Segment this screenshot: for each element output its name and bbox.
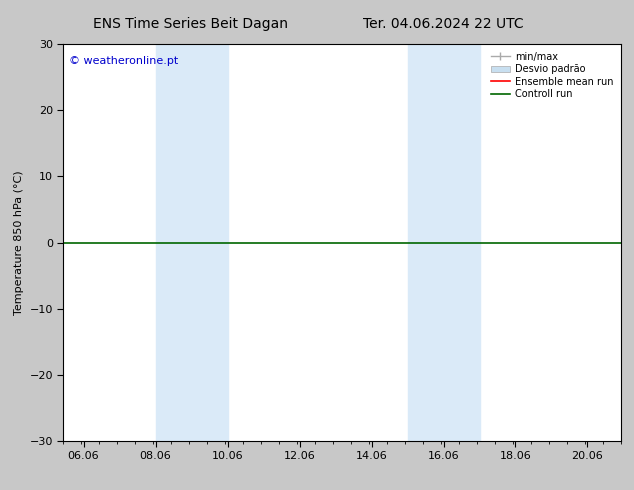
Text: ENS Time Series Beit Dagan: ENS Time Series Beit Dagan (93, 17, 288, 31)
Text: Ter. 04.06.2024 22 UTC: Ter. 04.06.2024 22 UTC (363, 17, 524, 31)
Bar (408, 44, 479, 441)
Y-axis label: Temperature 850 hPa (°C): Temperature 850 hPa (°C) (14, 170, 24, 315)
Legend: min/max, Desvio padrão, Ensemble mean run, Controll run: min/max, Desvio padrão, Ensemble mean ru… (488, 49, 616, 102)
Bar (155, 44, 228, 441)
Text: © weatheronline.pt: © weatheronline.pt (69, 56, 178, 66)
